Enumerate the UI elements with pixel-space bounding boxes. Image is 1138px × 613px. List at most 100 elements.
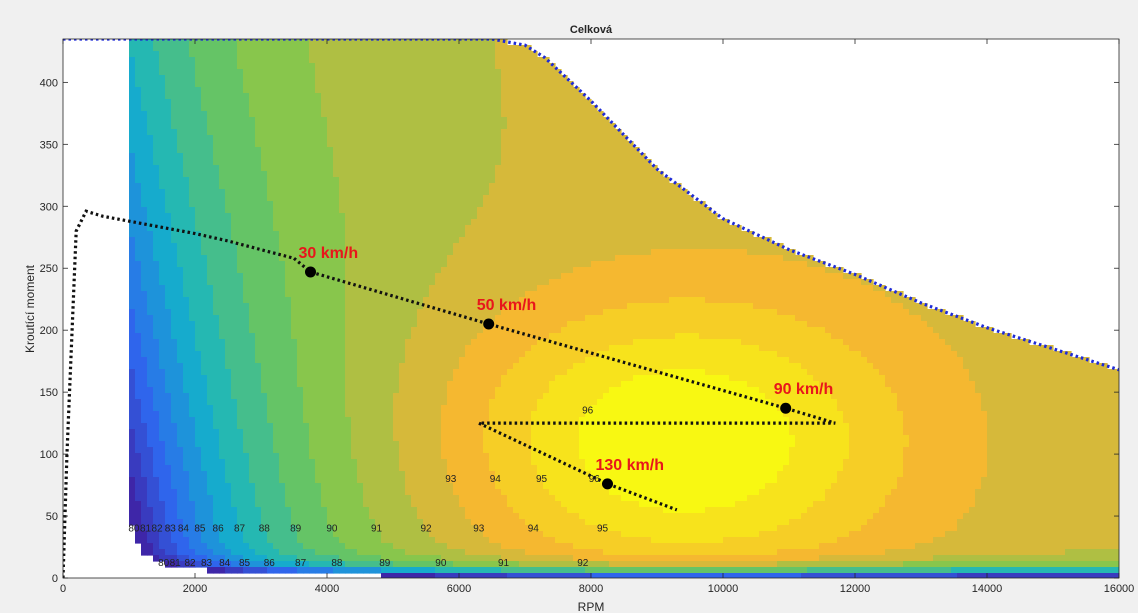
efficiency-cell bbox=[339, 495, 346, 502]
efficiency-cell bbox=[435, 123, 442, 130]
efficiency-cell bbox=[315, 531, 322, 538]
efficiency-cell bbox=[453, 417, 460, 424]
efficiency-cell bbox=[411, 507, 418, 514]
efficiency-cell bbox=[375, 117, 382, 124]
efficiency-cell bbox=[255, 387, 262, 394]
efficiency-cell bbox=[321, 315, 328, 322]
efficiency-cell bbox=[249, 483, 256, 490]
efficiency-cell bbox=[369, 555, 376, 562]
efficiency-cell bbox=[255, 405, 262, 412]
efficiency-cell bbox=[429, 81, 436, 88]
efficiency-cell bbox=[159, 261, 166, 268]
efficiency-cell bbox=[237, 489, 244, 496]
efficiency-cell bbox=[303, 375, 310, 382]
efficiency-cell bbox=[339, 201, 346, 208]
efficiency-cell bbox=[363, 423, 370, 430]
efficiency-cell bbox=[279, 405, 286, 412]
efficiency-cell bbox=[261, 147, 268, 154]
efficiency-cell bbox=[141, 369, 148, 376]
efficiency-cell bbox=[195, 501, 202, 508]
efficiency-cell bbox=[297, 159, 304, 166]
efficiency-cell bbox=[207, 549, 214, 556]
efficiency-cell bbox=[465, 57, 472, 64]
efficiency-cell bbox=[219, 435, 226, 442]
efficiency-cell bbox=[135, 393, 142, 400]
efficiency-cell bbox=[201, 393, 208, 400]
efficiency-cell bbox=[357, 315, 364, 322]
efficiency-cell bbox=[351, 537, 358, 544]
efficiency-cell bbox=[177, 495, 184, 502]
efficiency-cell bbox=[147, 363, 154, 370]
efficiency-cell bbox=[375, 327, 382, 334]
efficiency-cell bbox=[237, 159, 244, 166]
efficiency-cell bbox=[411, 45, 418, 52]
efficiency-cell bbox=[339, 237, 346, 244]
efficiency-cell bbox=[213, 261, 220, 268]
efficiency-cell bbox=[387, 75, 394, 82]
efficiency-cell bbox=[129, 495, 136, 502]
efficiency-cell bbox=[381, 483, 388, 490]
efficiency-cell bbox=[357, 261, 364, 268]
efficiency-cell bbox=[405, 105, 412, 112]
efficiency-cell bbox=[141, 297, 148, 304]
efficiency-cell bbox=[375, 459, 382, 466]
efficiency-cell bbox=[453, 525, 460, 532]
efficiency-cell bbox=[183, 555, 190, 562]
efficiency-cell bbox=[201, 99, 208, 106]
efficiency-cell bbox=[345, 267, 352, 274]
efficiency-cell bbox=[231, 327, 238, 334]
efficiency-cell bbox=[387, 105, 394, 112]
efficiency-cell bbox=[441, 471, 448, 478]
efficiency-cell bbox=[303, 531, 310, 538]
efficiency-cell bbox=[321, 249, 328, 256]
efficiency-cell bbox=[231, 453, 238, 460]
efficiency-cell bbox=[201, 261, 208, 268]
efficiency-cell bbox=[267, 117, 274, 124]
efficiency-cell bbox=[165, 51, 172, 58]
efficiency-cell bbox=[405, 519, 412, 526]
efficiency-cell bbox=[315, 315, 322, 322]
efficiency-cell bbox=[273, 543, 280, 550]
efficiency-cell bbox=[183, 183, 190, 190]
efficiency-cell bbox=[165, 261, 172, 268]
efficiency-cell bbox=[465, 189, 472, 196]
efficiency-cell bbox=[255, 459, 262, 466]
efficiency-cell bbox=[147, 429, 154, 436]
efficiency-cell bbox=[399, 69, 406, 76]
efficiency-cell bbox=[369, 501, 376, 508]
efficiency-cell bbox=[345, 159, 352, 166]
efficiency-cell bbox=[363, 543, 370, 550]
efficiency-cell bbox=[255, 207, 262, 214]
efficiency-cell bbox=[435, 213, 442, 220]
efficiency-cell bbox=[147, 135, 154, 142]
efficiency-cell bbox=[387, 51, 394, 58]
efficiency-cell bbox=[135, 363, 142, 370]
efficiency-cell bbox=[135, 537, 142, 544]
efficiency-cell bbox=[261, 165, 268, 172]
efficiency-cell bbox=[285, 219, 292, 226]
efficiency-cell bbox=[369, 339, 376, 346]
efficiency-cell bbox=[435, 159, 442, 166]
efficiency-cell bbox=[459, 501, 466, 508]
efficiency-cell bbox=[183, 135, 190, 142]
efficiency-cell bbox=[159, 333, 166, 340]
efficiency-cell bbox=[369, 483, 376, 490]
efficiency-cell bbox=[159, 309, 166, 316]
efficiency-cell bbox=[387, 303, 394, 310]
efficiency-cell bbox=[285, 435, 292, 442]
efficiency-cell bbox=[225, 171, 232, 178]
efficiency-cell bbox=[363, 345, 370, 352]
efficiency-cell bbox=[447, 453, 454, 460]
efficiency-cell bbox=[201, 51, 208, 58]
efficiency-cell bbox=[237, 63, 244, 70]
efficiency-cell bbox=[297, 345, 304, 352]
efficiency-cell bbox=[381, 81, 388, 88]
efficiency-cell bbox=[165, 309, 172, 316]
efficiency-cell bbox=[453, 183, 460, 190]
efficiency-cell bbox=[363, 165, 370, 172]
efficiency-cell bbox=[255, 189, 262, 196]
efficiency-cell bbox=[231, 141, 238, 148]
efficiency-cell bbox=[195, 237, 202, 244]
efficiency-cell bbox=[447, 495, 454, 502]
efficiency-cell bbox=[393, 321, 400, 328]
